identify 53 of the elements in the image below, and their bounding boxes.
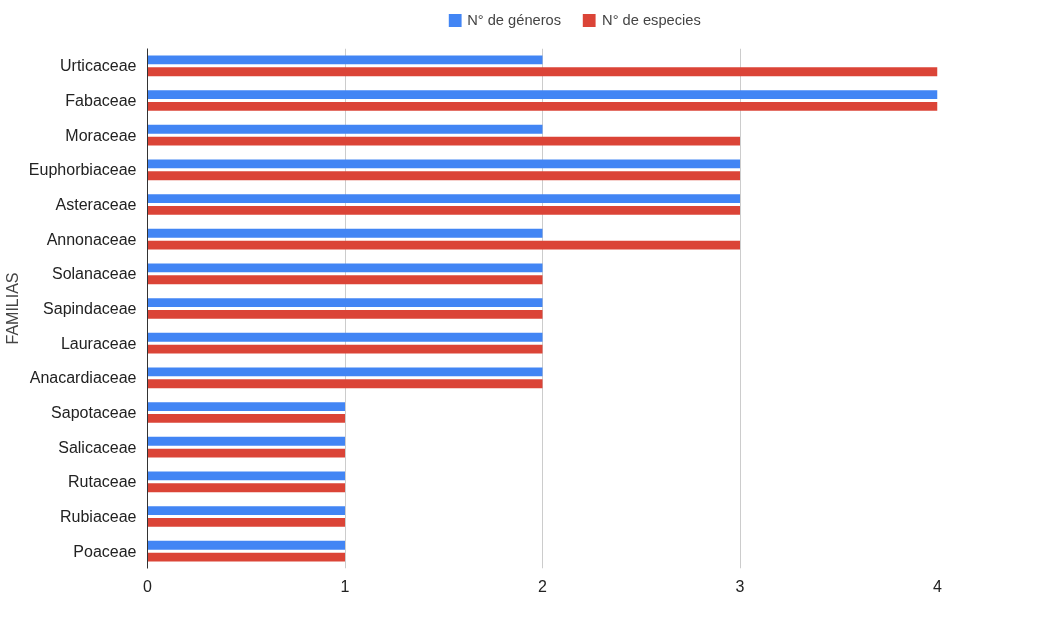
bar [147,67,938,77]
bar [147,263,543,273]
bar [147,367,543,377]
bar [147,101,938,111]
y-tick-label: Annonaceae [46,230,137,248]
x-tick-label: 3 [735,577,745,595]
bar [147,402,345,412]
y-tick-label: Asteraceae [55,196,137,213]
bar [147,194,740,204]
y-tick-label: Salicaceae [58,438,137,456]
y-tick-label: Anacardiaceae [29,369,137,387]
y-tick-label: Euphorbiaceae [28,161,137,179]
bar [147,517,345,527]
bar [147,344,543,354]
x-tick-label: 2 [538,577,548,595]
legend-label: N° de géneros [467,12,562,28]
bar [147,171,740,181]
bar [147,159,740,169]
bar [147,55,543,65]
bar [147,413,345,423]
bar [147,240,740,250]
y-tick-label: Fabaceae [65,92,137,109]
bar [147,506,345,516]
y-tick-label: Rubiaceae [60,508,137,525]
bar [147,275,543,285]
bar [147,471,345,481]
y-tick-label: Urticaceae [60,57,137,75]
y-tick-label: Moraceae [65,126,137,144]
y-tick-label: Sapotaceae [51,404,137,421]
bar [147,483,345,493]
bar [147,436,345,446]
bar [147,205,740,215]
y-tick-label: Sapindaceae [43,300,137,317]
bar [147,448,345,458]
bar [147,552,345,562]
bar [147,298,543,308]
y-tick-label: Rutaceae [68,473,137,491]
bar [147,90,938,100]
bar [147,228,543,238]
x-tick-label: 4 [933,577,943,595]
legend-label: N° de especies [602,12,701,28]
bar [147,309,543,319]
y-tick-label: Lauraceae [60,334,137,352]
x-tick-label: 1 [340,577,350,595]
bar [147,124,543,134]
bar [147,136,740,146]
y-tick-label: Poaceae [73,542,137,560]
y-tick-label: Solanaceae [51,265,137,283]
x-tick-label: 0 [143,577,153,595]
y-axis-title: FAMILIAS [3,272,21,345]
bar [147,540,345,550]
bar [147,332,543,342]
bar [147,379,543,389]
